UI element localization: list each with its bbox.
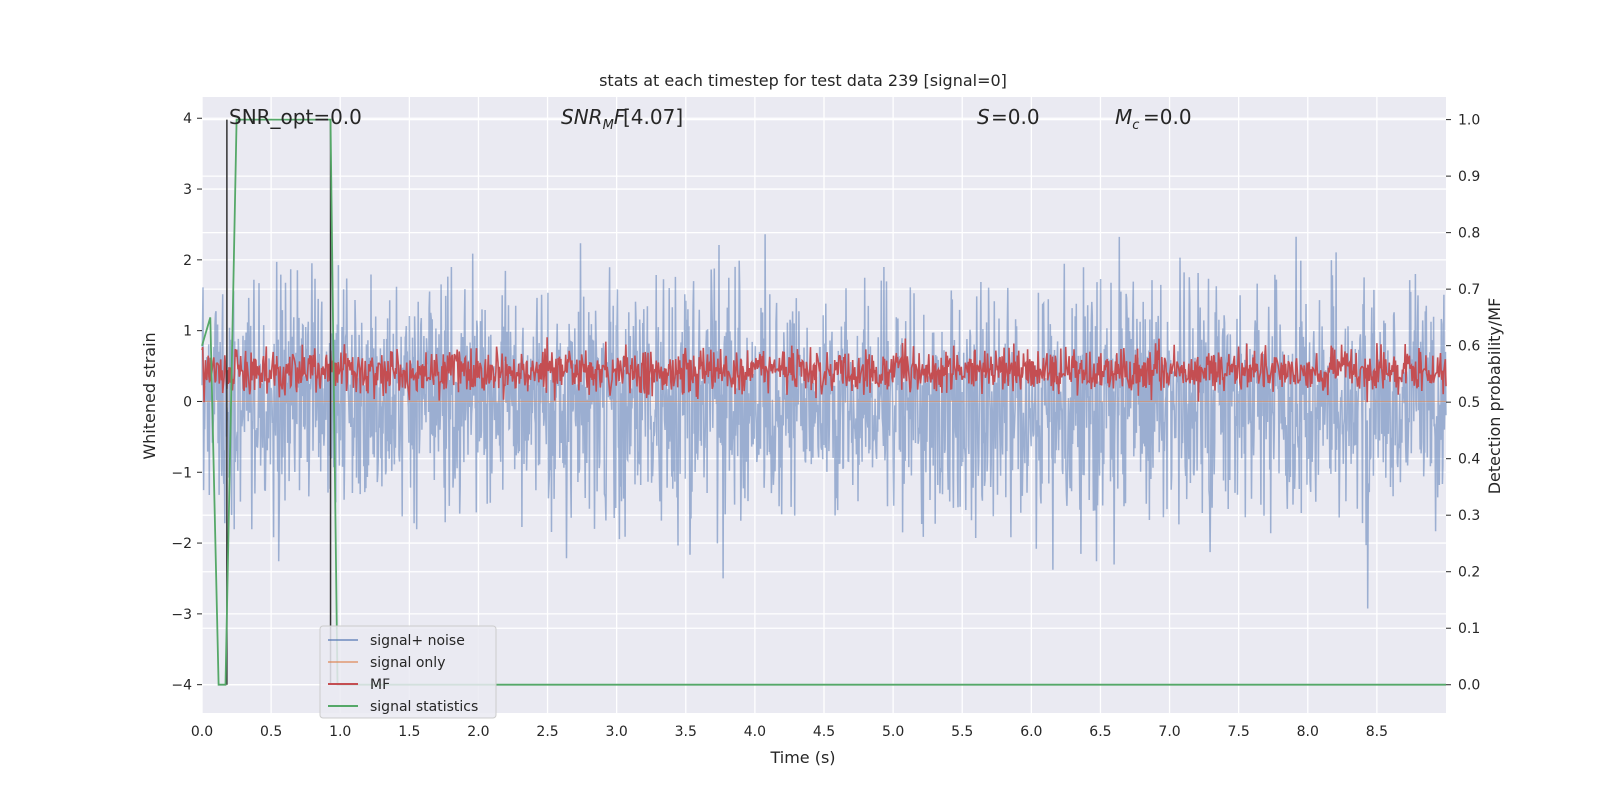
x-tick-label: 3.5 <box>675 724 697 740</box>
y-tick-label: −1 <box>171 465 192 481</box>
x-tick-label: 1.5 <box>398 724 420 740</box>
y-axis-right: 1.0 0.9 0.8 0.7 0.6 0.5 0.4 0.3 0.2 0.1 0.0 <box>1446 113 1480 694</box>
x-tick-label: 1.0 <box>329 724 351 740</box>
x-tick-label: 8.5 <box>1366 724 1388 740</box>
x-tick-label: 7.0 <box>1158 724 1180 740</box>
x-tick-label: 2.0 <box>467 724 489 740</box>
x-tick-label: 0.5 <box>260 724 282 740</box>
y-right-tick-label: 0.2 <box>1458 565 1480 581</box>
y-tick-label: 3 <box>183 182 192 198</box>
y-tick-label: 0 <box>183 394 192 410</box>
y-right-tick-label: 0.1 <box>1458 621 1480 637</box>
y-tick-label: −2 <box>171 536 192 552</box>
chart-title: stats at each timestep for test data 239… <box>599 71 1007 90</box>
annotation-s-symbol: S <box>977 105 990 129</box>
x-tick-label: 3.0 <box>606 724 628 740</box>
y-axis-left: 4 3 2 1 0 −1 −2 −3 −4 <box>171 111 202 694</box>
y-right-tick-label: 0.9 <box>1458 169 1480 185</box>
annotation-snr-opt: SNR_opt=0.0 <box>229 105 362 129</box>
y-tick-label: 1 <box>183 324 192 340</box>
legend-label: signal only <box>370 655 445 671</box>
series-layer <box>201 118 1447 686</box>
y-right-tick-label: 0.0 <box>1458 678 1480 694</box>
annotation-mc-value: =0.0 <box>1143 105 1192 129</box>
x-axis-label: Time (s) <box>769 748 835 767</box>
y-right-tick-label: 0.6 <box>1458 339 1480 355</box>
legend-box <box>319 625 497 719</box>
y-right-tick-label: 0.3 <box>1458 508 1480 524</box>
x-tick-label: 5.5 <box>951 724 973 740</box>
y-right-tick-label: 0.4 <box>1458 452 1480 468</box>
y-tick-label: 4 <box>183 111 192 127</box>
annotation-mc-symbol: Mc <box>1115 105 1139 133</box>
x-tick-label: 6.0 <box>1020 724 1042 740</box>
y-tick-label: 2 <box>183 253 192 269</box>
legend-label: signal statistics <box>370 699 478 715</box>
y-tick-label: −4 <box>171 678 192 694</box>
legend-label: signal+ noise <box>370 633 465 649</box>
annotation-snr-mf-symbol: SNRMF <box>561 105 626 133</box>
x-tick-label: 6.5 <box>1089 724 1111 740</box>
legend-label: MF <box>370 677 390 693</box>
annotation-s: S =0.0 <box>977 105 1040 129</box>
y-right-tick-label: 1.0 <box>1458 113 1480 129</box>
x-tick-label: 0.0 <box>191 724 213 740</box>
annotation-snr-mf: SNRMF [4.07] <box>561 105 683 133</box>
y-axis-label: Whitened strain <box>140 332 159 459</box>
x-tick-label: 4.0 <box>744 724 766 740</box>
legend: signal+ noise signal only MF signal statist… <box>319 625 497 719</box>
y-right-tick-label: 0.5 <box>1458 395 1480 411</box>
x-tick-label: 4.5 <box>813 724 835 740</box>
x-tick-label: 5.0 <box>882 724 904 740</box>
y-right-tick-label: 0.7 <box>1458 282 1480 298</box>
y-axis-right-label: Detection probability/MF <box>1485 298 1504 495</box>
annotations: SNR_opt=0.0 SNRMF [4.07] S =0.0 Mc =0.0 <box>229 105 1192 133</box>
x-tick-label: 8.0 <box>1297 724 1319 740</box>
x-tick-label: 2.5 <box>536 724 558 740</box>
annotation-mc: Mc =0.0 <box>1115 105 1192 133</box>
x-tick-label: 7.5 <box>1228 724 1250 740</box>
annotation-s-value: =0.0 <box>991 105 1040 129</box>
series-mf-line <box>201 337 1447 403</box>
y-tick-label: −3 <box>171 607 192 623</box>
series-signal-noise-line <box>201 234 1447 609</box>
y-right-tick-label: 0.8 <box>1458 226 1480 242</box>
x-axis: 0.0 0.5 1.0 1.5 2.0 2.5 3.0 3.5 4.0 4.5 5.0 5.5 6.0 6… <box>191 724 1388 740</box>
annotation-snr-mf-value: [4.07] <box>623 105 683 129</box>
